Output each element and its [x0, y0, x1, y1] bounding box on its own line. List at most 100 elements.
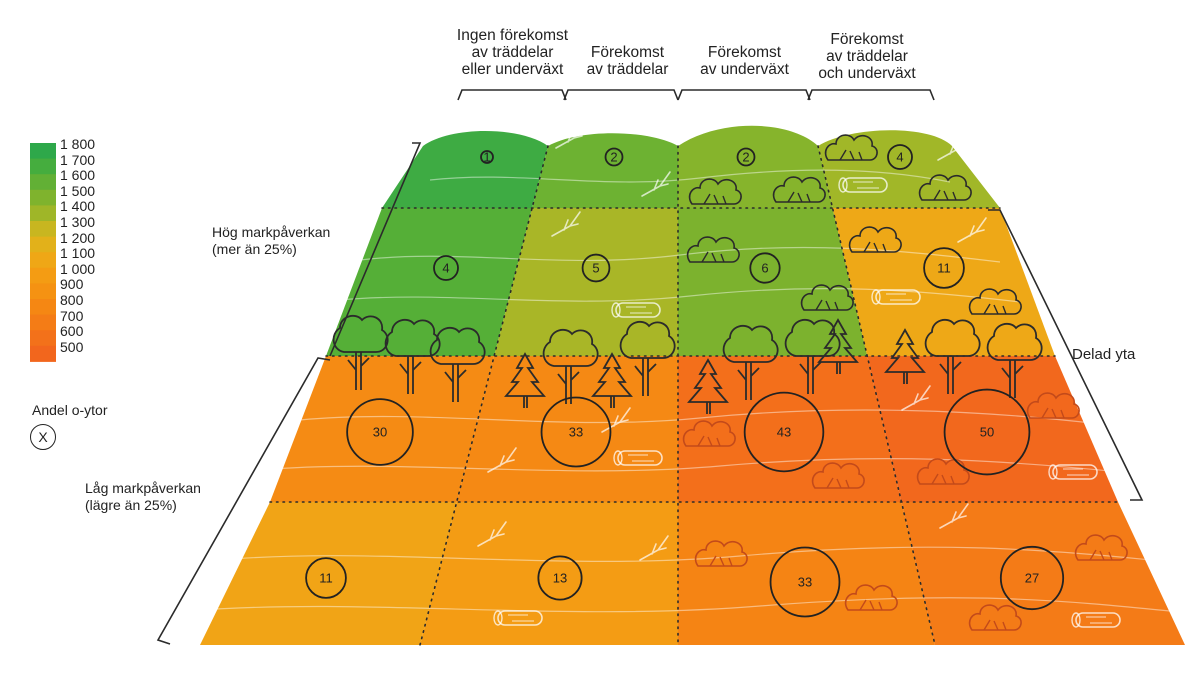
- row-label-high: Hög markpåverkan (mer än 25%): [212, 224, 330, 258]
- legend-swatch: [30, 314, 56, 331]
- open-area-value: 4: [896, 150, 903, 165]
- legend-value: 1 700: [60, 151, 96, 168]
- legend-swatch: [30, 267, 56, 284]
- grid-cell: [678, 356, 902, 502]
- legend-swatch: [30, 205, 56, 222]
- color-legend-swatches: [30, 143, 56, 362]
- row-label-line: (mer än 25%): [212, 241, 297, 257]
- open-area-value: 33: [798, 575, 812, 590]
- open-area-circle: 4: [887, 144, 913, 170]
- legend-swatch: [30, 252, 56, 269]
- grid-cell: [456, 356, 678, 502]
- grid-dotted-lines: [269, 145, 1119, 646]
- grid-cell: [494, 208, 678, 356]
- open-area-value: 11: [319, 571, 333, 586]
- bushes-orange: [682, 392, 1128, 631]
- open-area-circle: 50: [943, 388, 1031, 476]
- open-area-circle: 11: [923, 247, 965, 289]
- logs: [493, 177, 1121, 628]
- column-header-line: eller underväxt: [461, 61, 564, 78]
- open-area-circle: 11: [305, 557, 347, 599]
- grid-cell: [832, 208, 1055, 356]
- grid-cell: [420, 502, 678, 645]
- legend-swatch: [30, 221, 56, 238]
- open-area-value: 5: [592, 261, 599, 276]
- column-header-3: Förekomst av underväxt: [672, 44, 817, 78]
- open-area-value: 30: [373, 425, 387, 440]
- grid-cell: [326, 208, 533, 356]
- column-header-line: Förekomst: [830, 31, 904, 48]
- open-area-circle: 27: [999, 545, 1065, 611]
- open-area-circle: 13: [537, 555, 583, 601]
- open-area-value: 4: [442, 261, 449, 276]
- terrain-lines: [199, 169, 1181, 613]
- open-area-circle: 5: [581, 253, 611, 283]
- column-header-line: och underväxt: [818, 65, 916, 82]
- open-area-circle: 33: [769, 546, 841, 618]
- grid-cell: [382, 146, 548, 208]
- open-area-value: 11: [937, 261, 951, 276]
- column-header-2: Förekomst av träddelar: [555, 44, 700, 78]
- column-header-line: av underväxt: [700, 61, 789, 78]
- legend-swatch: [30, 174, 56, 191]
- legend-value: 900: [60, 276, 84, 293]
- column-header-line: Förekomst: [590, 44, 665, 61]
- grid-cell: [901, 502, 1185, 645]
- andel-symbol: X: [30, 424, 56, 450]
- legend-swatch: [30, 330, 56, 347]
- open-area-value: 33: [569, 425, 583, 440]
- tree-row: [332, 314, 1043, 415]
- legend-value: 1 500: [60, 182, 96, 199]
- open-area-value: 27: [1025, 571, 1039, 586]
- legend-swatch: [30, 345, 56, 362]
- row-label-line: Hög markpåverkan: [212, 224, 331, 240]
- bushes-green: [686, 134, 1022, 315]
- legend-swatch: [30, 158, 56, 175]
- open-area-circles: 1 2 2 4 4 5 6 11 30 33 43 50 11 13 33 27: [305, 144, 1065, 618]
- open-area-circle: 33: [540, 396, 612, 468]
- legend-value: 1 100: [60, 245, 96, 262]
- grid-cell: [867, 356, 1118, 502]
- grid-cells: [200, 146, 1185, 645]
- column-header-line: av träddelar: [826, 48, 908, 65]
- open-area-circle: 30: [346, 398, 414, 466]
- brackets: [156, 89, 1144, 645]
- column-header-line: Ingen förekomst: [456, 27, 569, 44]
- open-area-circle: 1: [480, 150, 494, 165]
- grid-cell: [818, 146, 1000, 208]
- column-header-line: Förekomst: [707, 44, 782, 61]
- branches: [477, 123, 987, 561]
- row-label-low: Låg markpåverkan (lägre än 25%): [85, 480, 201, 514]
- open-area-value: 13: [553, 571, 567, 586]
- grid-cell: [678, 502, 935, 645]
- open-area-circle: 2: [604, 147, 624, 167]
- grid-cell: [270, 356, 495, 502]
- open-area-circle: 43: [743, 391, 825, 473]
- legend-value: 1 300: [60, 214, 96, 230]
- open-area-value: 1: [483, 150, 490, 165]
- legend-value: 1 000: [60, 260, 96, 277]
- open-area-value: 6: [761, 261, 768, 276]
- legend-swatch: [30, 143, 56, 160]
- legend-value: 800: [60, 292, 84, 308]
- open-area-value: 43: [777, 425, 791, 440]
- legend-value: 500: [60, 338, 84, 355]
- column-header-line: av träddelar: [471, 44, 554, 61]
- delad-yta-label: Delad yta: [1072, 346, 1136, 363]
- legend-value: 700: [60, 307, 84, 324]
- legend-value: 1 600: [60, 167, 96, 184]
- legend-value: 1 400: [60, 198, 96, 215]
- open-area-value: 2: [610, 150, 617, 165]
- legend-swatch: [30, 236, 56, 253]
- legend-value: 1 200: [60, 229, 96, 246]
- open-area-circle: 6: [749, 252, 781, 284]
- andel-label: Andel o-ytor: [32, 402, 108, 418]
- column-header-1: Ingen förekomst av träddelar eller under…: [430, 27, 595, 78]
- column-header-line: av träddelar: [586, 61, 669, 78]
- open-area-circle: 2: [736, 147, 756, 167]
- grid-cell: [532, 146, 678, 208]
- row-label-line: (lägre än 25%): [85, 497, 177, 513]
- legend-value: 1 800: [60, 136, 96, 152]
